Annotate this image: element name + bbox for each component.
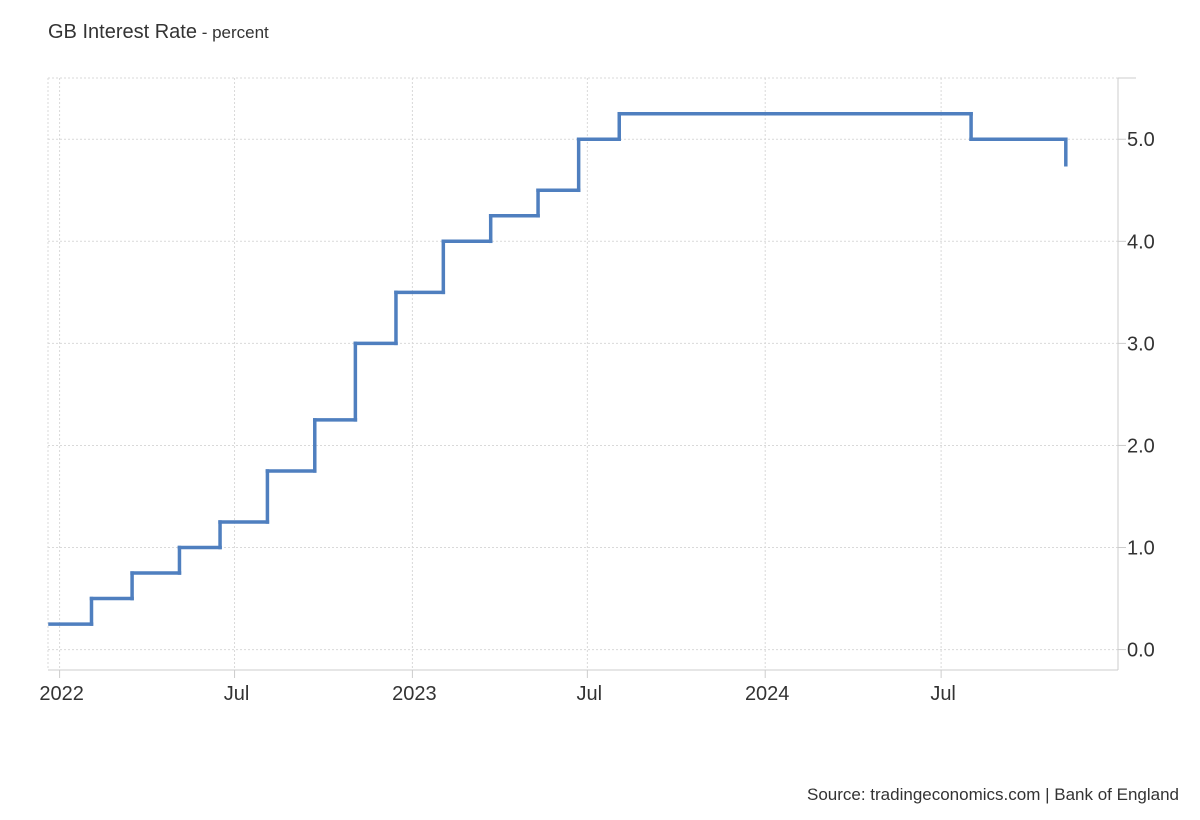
y-tick-label: 0.0 [1127,640,1155,662]
chart-unit-label: - percent [196,23,269,42]
chart: 0.0 1.0 2.0 3.0 4.0 5.0 2022 Jul 2023 Jul 2024 Jul [39,77,1155,705]
x-tick-label: Jul [577,683,603,705]
x-tick-label: Jul [930,683,956,705]
axes [48,77,1136,678]
y-tick-label: 1.0 [1127,538,1155,560]
x-tick-label: Jul [224,683,250,705]
y-tick-label: 4.0 [1127,231,1155,253]
chart-title: GB Interest Rate - percent [48,21,269,44]
y-tick-label: 5.0 [1127,129,1155,151]
x-tick-label: 2023 [392,683,437,705]
grid-lines [47,77,1118,670]
series-layer [48,111,1068,626]
tick-labels: 0.0 1.0 2.0 3.0 4.0 5.0 2022 Jul 2023 Jul 2024 Jul [39,129,1154,705]
x-tick-label: 2022 [39,683,84,705]
y-tick-label: 2.0 [1127,435,1155,457]
chart-title-text: GB Interest Rate [48,21,197,43]
y-tick-label: 3.0 [1127,333,1155,355]
source-attribution: Source: tradingeconomics.com | Bank of E… [806,785,1179,804]
x-tick-label: 2024 [745,683,790,705]
